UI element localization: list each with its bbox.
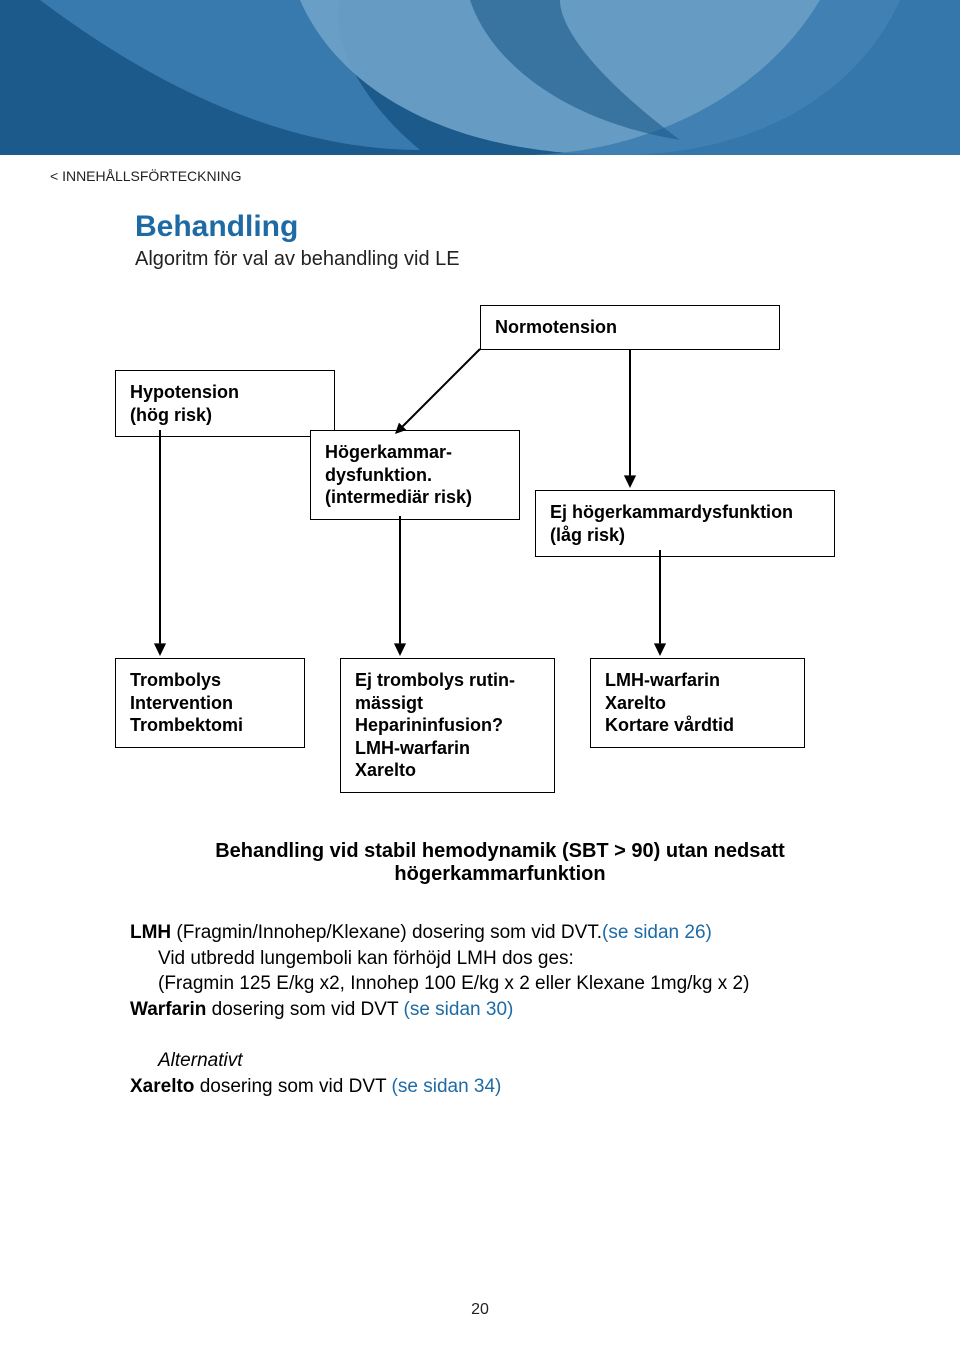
link[interactable]: (se sidan 34)	[392, 1076, 502, 1097]
page-subtitle: Algoritm för val av behandling vid LE	[135, 248, 460, 271]
node-normotension: Normotension	[480, 305, 780, 350]
node-lmh_warfarin: LMH-warfarinXareltoKortare vårdtid	[590, 658, 805, 748]
section-heading: Behandling vid stabil hemodynamik (SBT >…	[120, 840, 880, 886]
node-ej_trombolys: Ej trombolys rutin-mässigtHeparininfusio…	[340, 658, 555, 793]
link[interactable]: (se sidan 30)	[404, 999, 514, 1020]
node-hogerkammar: Högerkammar-dysfunktion.(intermediär ris…	[310, 430, 520, 520]
node-trombolys: TrombolysInterventionTrombektomi	[115, 658, 305, 748]
page-number: 20	[0, 1301, 960, 1319]
page-title: Behandling	[135, 210, 298, 244]
breadcrumb[interactable]: < INNEHÅLLSFÖRTECKNING	[50, 168, 242, 184]
node-hypotension: Hypotension(hög risk)	[115, 370, 335, 437]
node-ej_hogerkammar: Ej högerkammardysfunktion(låg risk)	[535, 490, 835, 557]
link[interactable]: (se sidan 26)	[602, 922, 712, 943]
body-text: LMH (Fragmin/Innohep/Klexane) dosering s…	[130, 920, 870, 1099]
